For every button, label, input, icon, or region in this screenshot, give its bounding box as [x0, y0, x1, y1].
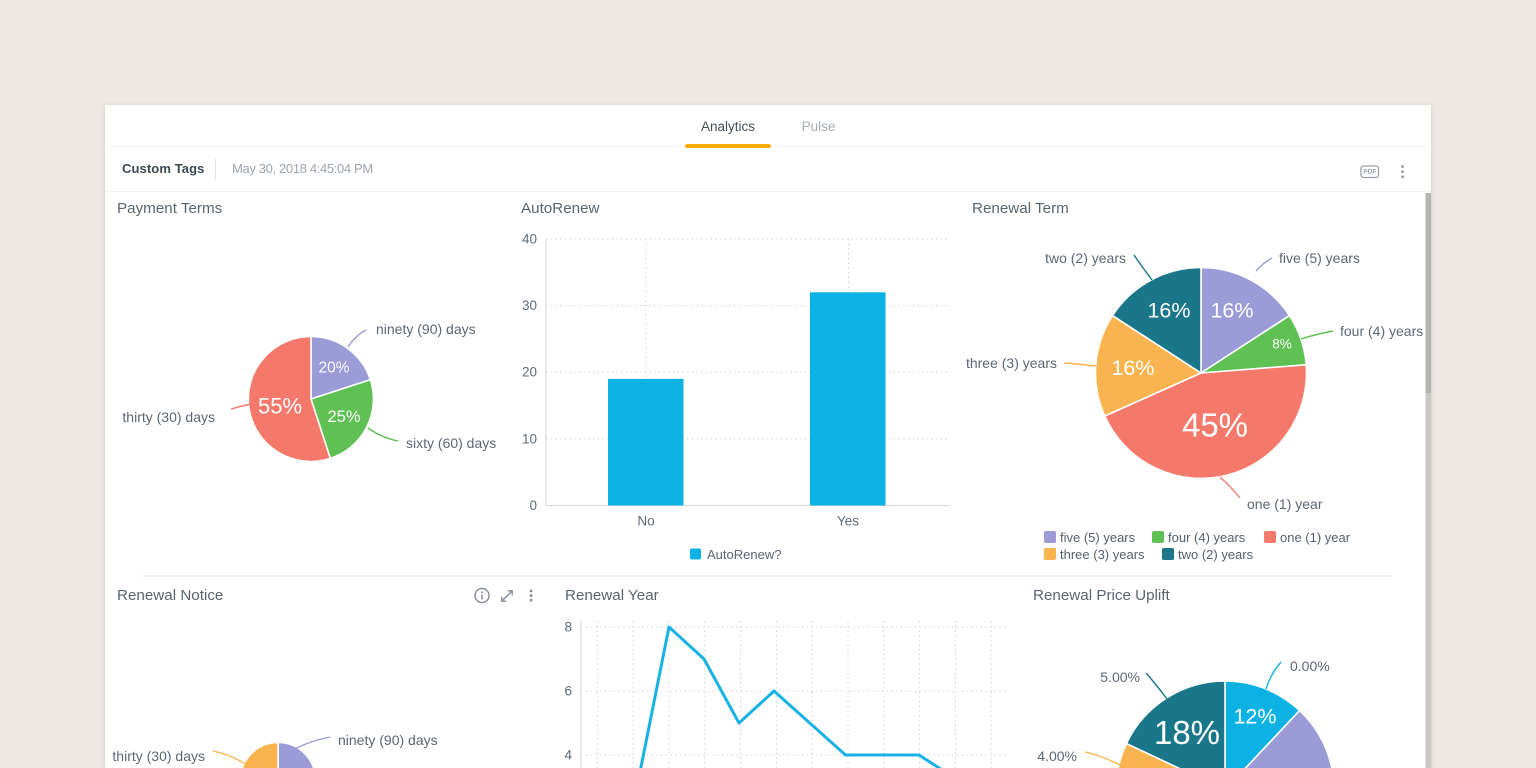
svg-text:18%: 18%: [1154, 714, 1220, 751]
svg-text:6: 6: [564, 684, 572, 699]
svg-text:ninety (90) days: ninety (90) days: [376, 321, 476, 337]
svg-text:sixty (60) days: sixty (60) days: [406, 435, 496, 451]
svg-text:two (2) years: two (2) years: [1045, 250, 1126, 266]
svg-text:45%: 45%: [1182, 407, 1248, 444]
svg-text:5.00%: 5.00%: [1100, 669, 1140, 685]
svg-text:thirty (30) days: thirty (30) days: [122, 409, 215, 425]
svg-text:20: 20: [522, 365, 537, 380]
svg-text:16%: 16%: [1147, 299, 1190, 323]
svg-text:0.00%: 0.00%: [1290, 658, 1330, 674]
svg-text:Yes: Yes: [837, 514, 859, 529]
svg-text:Renewal Price Uplift: Renewal Price Uplift: [1033, 587, 1171, 604]
svg-text:40: 40: [522, 232, 537, 247]
svg-text:0: 0: [529, 498, 537, 513]
svg-text:five (5) years: five (5) years: [1060, 530, 1136, 545]
svg-text:four (4) years: four (4) years: [1168, 530, 1246, 545]
svg-text:one (1) year: one (1) year: [1247, 496, 1323, 512]
svg-text:55%: 55%: [258, 394, 302, 419]
svg-text:four (4) years: four (4) years: [1340, 323, 1423, 339]
svg-text:three (3) years: three (3) years: [1060, 547, 1145, 562]
svg-text:two (2) years: two (2) years: [1178, 547, 1254, 562]
svg-text:Payment Terms: Payment Terms: [117, 200, 223, 217]
svg-text:8%: 8%: [1272, 337, 1292, 352]
svg-text:16%: 16%: [1210, 299, 1253, 323]
svg-text:AutoRenew: AutoRenew: [521, 200, 600, 217]
svg-text:4.00%: 4.00%: [1037, 748, 1077, 764]
svg-text:one (1) year: one (1) year: [1280, 530, 1351, 545]
svg-text:Renewal Notice: Renewal Notice: [117, 587, 223, 604]
svg-text:25%: 25%: [327, 408, 360, 426]
svg-text:AutoRenew?: AutoRenew?: [707, 547, 781, 562]
svg-text:Renewal Year: Renewal Year: [565, 587, 659, 604]
svg-text:12%: 12%: [1233, 705, 1276, 729]
svg-text:three (3) years: three (3) years: [966, 355, 1057, 371]
svg-text:Renewal Term: Renewal Term: [972, 200, 1069, 217]
svg-text:30: 30: [522, 298, 537, 313]
svg-text:20%: 20%: [318, 360, 349, 377]
svg-text:10: 10: [522, 431, 537, 446]
svg-text:five (5) years: five (5) years: [1279, 250, 1360, 266]
svg-text:8: 8: [564, 620, 572, 635]
svg-text:PDF: PDF: [1363, 169, 1376, 176]
svg-text:4: 4: [564, 748, 572, 763]
svg-text:ninety (90) days: ninety (90) days: [338, 732, 438, 748]
svg-text:thirty (30) days: thirty (30) days: [112, 748, 205, 764]
svg-text:No: No: [637, 514, 654, 529]
svg-text:16%: 16%: [1111, 356, 1154, 380]
